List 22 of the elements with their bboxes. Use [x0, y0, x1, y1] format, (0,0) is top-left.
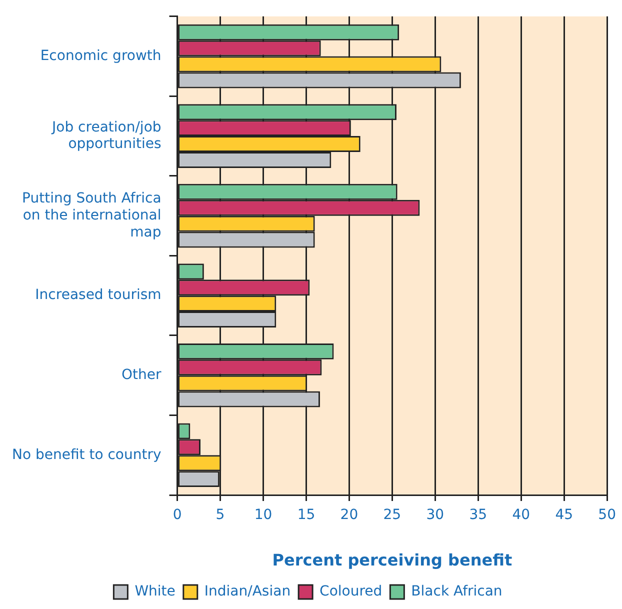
x-tick-label: 20	[340, 507, 358, 524]
x-tick-label: 45	[555, 507, 574, 524]
y-tick-label: Increased tourism	[35, 287, 162, 304]
y-tick-label: Job creation/job opportunities	[51, 119, 162, 152]
y-tick-label: Other	[122, 366, 162, 383]
x-tick-label: 5	[216, 507, 225, 524]
x-tick-label: 0	[172, 507, 182, 524]
y-tick-label: No benefit to country	[12, 446, 162, 463]
x-tick-label: 35	[469, 507, 488, 524]
legend-label: White	[134, 584, 176, 600]
y-tick-label: Putting South Africa on the international map	[22, 190, 162, 240]
legend-label: Black African	[411, 584, 502, 600]
x-tick-label: 15	[297, 507, 316, 524]
x-tick-label: 10	[254, 507, 272, 524]
x-tick-label: 50	[598, 507, 616, 524]
legend-label: Coloured	[320, 584, 382, 600]
x-tick-label: 30	[426, 507, 444, 524]
x-tick-label: 40	[512, 507, 530, 524]
x-tick-label: 25	[383, 507, 402, 524]
x-axis-title: Percent perceiving benefit	[272, 550, 512, 570]
y-tick-label: Economic growth	[40, 48, 162, 64]
legend-label: Indian/Asian	[204, 584, 291, 600]
